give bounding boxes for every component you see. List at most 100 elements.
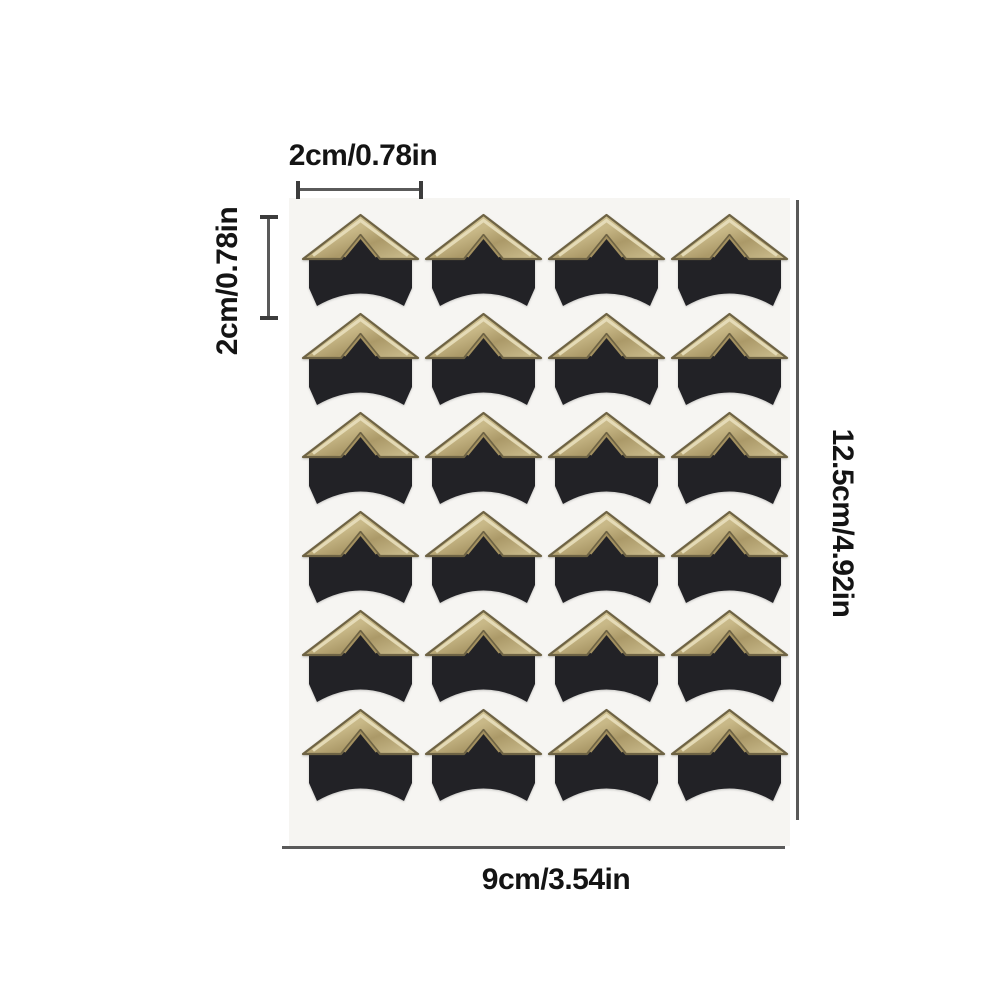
corner-height-label: 2cm/0.78in: [211, 206, 244, 356]
photo-corner-sticker: [301, 609, 420, 702]
gold-notch-shade: [712, 235, 747, 258]
corner-black-backing: [309, 337, 412, 405]
photo-corner-sticker: [424, 510, 543, 603]
gold-notch-shade: [343, 433, 378, 456]
photo-corner-sticker: [424, 312, 543, 405]
sheet-height-dimension-line: [796, 200, 799, 820]
corner-gold-chevron: [547, 213, 666, 261]
corner-gold-chevron: [547, 312, 666, 360]
gold-bevel-highlight: [312, 317, 409, 356]
corner-black-backing: [432, 337, 535, 405]
photo-corner-sticker: [301, 708, 420, 801]
dimension-tick: [296, 180, 300, 199]
gold-notch-shade: [589, 532, 624, 555]
gold-bevel-highlight: [681, 713, 778, 752]
gold-notch-shade: [466, 235, 501, 258]
sheet-height-label: 12.5cm/4.92in: [826, 428, 859, 618]
gold-notch-shade: [589, 334, 624, 357]
corner-black-backing: [432, 733, 535, 801]
gold-bevel-highlight: [435, 218, 532, 257]
corner-black-backing: [678, 337, 781, 405]
corner-black-backing: [678, 238, 781, 306]
corner-gold-chevron: [301, 708, 420, 756]
photo-corner-sticker: [670, 213, 789, 306]
gold-bevel-highlight: [681, 218, 778, 257]
photo-corner-sticker: [670, 510, 789, 603]
sheet-width-dimension-line: [282, 846, 785, 849]
photo-corner-sticker: [547, 213, 666, 306]
gold-notch-shade: [589, 235, 624, 258]
corner-height-dimension-line: [259, 215, 278, 320]
photo-corner-sticker: [301, 213, 420, 306]
sticker-grid: [300, 212, 790, 805]
photo-corner-sticker: [547, 312, 666, 405]
corner-black-backing: [555, 634, 658, 702]
dimension-tick: [259, 215, 278, 219]
gold-notch-shade: [589, 631, 624, 654]
gold-bevel-highlight: [435, 416, 532, 455]
corner-gold-chevron: [547, 510, 666, 558]
corner-black-backing: [432, 238, 535, 306]
corner-gold-chevron: [670, 510, 789, 558]
corner-width-label: 2cm/0.78in: [288, 139, 438, 172]
gold-notch-shade: [343, 631, 378, 654]
sheet-width-label: 9cm/3.54in: [481, 863, 631, 896]
photo-corner-sticker: [670, 411, 789, 504]
corner-gold-chevron: [670, 609, 789, 657]
corner-black-backing: [555, 238, 658, 306]
corner-gold-chevron: [301, 411, 420, 459]
corner-black-backing: [678, 634, 781, 702]
photo-corner-sticker: [547, 510, 666, 603]
gold-notch-shade: [343, 334, 378, 357]
photo-corner-sticker: [424, 411, 543, 504]
corner-gold-chevron: [301, 510, 420, 558]
gold-notch-shade: [343, 730, 378, 753]
corner-black-backing: [678, 436, 781, 504]
corner-black-backing: [678, 535, 781, 603]
gold-notch-shade: [466, 730, 501, 753]
corner-black-backing: [555, 733, 658, 801]
corner-black-backing: [309, 535, 412, 603]
gold-bevel-highlight: [435, 317, 532, 356]
photo-corner-sticker: [670, 708, 789, 801]
corner-black-backing: [555, 436, 658, 504]
corner-width-dimension-line: [296, 180, 423, 199]
corner-black-backing: [309, 436, 412, 504]
corner-black-backing: [432, 535, 535, 603]
corner-gold-chevron: [547, 708, 666, 756]
gold-bevel-highlight: [312, 713, 409, 752]
dimension-tick: [419, 180, 423, 199]
corner-gold-chevron: [547, 411, 666, 459]
photo-corner-sticker: [547, 708, 666, 801]
gold-notch-shade: [712, 532, 747, 555]
corner-black-backing: [309, 634, 412, 702]
gold-bevel-highlight: [312, 218, 409, 257]
gold-notch-shade: [343, 235, 378, 258]
photo-corner-sticker: [547, 609, 666, 702]
gold-bevel-highlight: [681, 614, 778, 653]
gold-notch-shade: [589, 730, 624, 753]
dimension-tick: [259, 316, 278, 320]
photo-corner-sticker: [301, 312, 420, 405]
gold-bevel-highlight: [558, 515, 655, 554]
gold-notch-shade: [712, 433, 747, 456]
corner-black-backing: [555, 535, 658, 603]
gold-bevel-highlight: [558, 218, 655, 257]
gold-bevel-highlight: [558, 416, 655, 455]
gold-bevel-highlight: [558, 713, 655, 752]
corner-gold-chevron: [670, 411, 789, 459]
gold-notch-shade: [466, 631, 501, 654]
gold-bevel-highlight: [681, 317, 778, 356]
corner-gold-chevron: [670, 312, 789, 360]
gold-notch-shade: [466, 532, 501, 555]
corner-gold-chevron: [670, 213, 789, 261]
photo-corner-sticker: [547, 411, 666, 504]
corner-black-backing: [678, 733, 781, 801]
corner-gold-chevron: [301, 312, 420, 360]
gold-bevel-highlight: [435, 614, 532, 653]
photo-corner-sticker: [670, 312, 789, 405]
corner-black-backing: [309, 238, 412, 306]
gold-notch-shade: [712, 730, 747, 753]
corner-gold-chevron: [424, 312, 543, 360]
